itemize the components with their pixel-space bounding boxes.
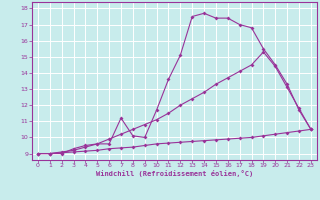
X-axis label: Windchill (Refroidissement éolien,°C): Windchill (Refroidissement éolien,°C) [96, 170, 253, 177]
